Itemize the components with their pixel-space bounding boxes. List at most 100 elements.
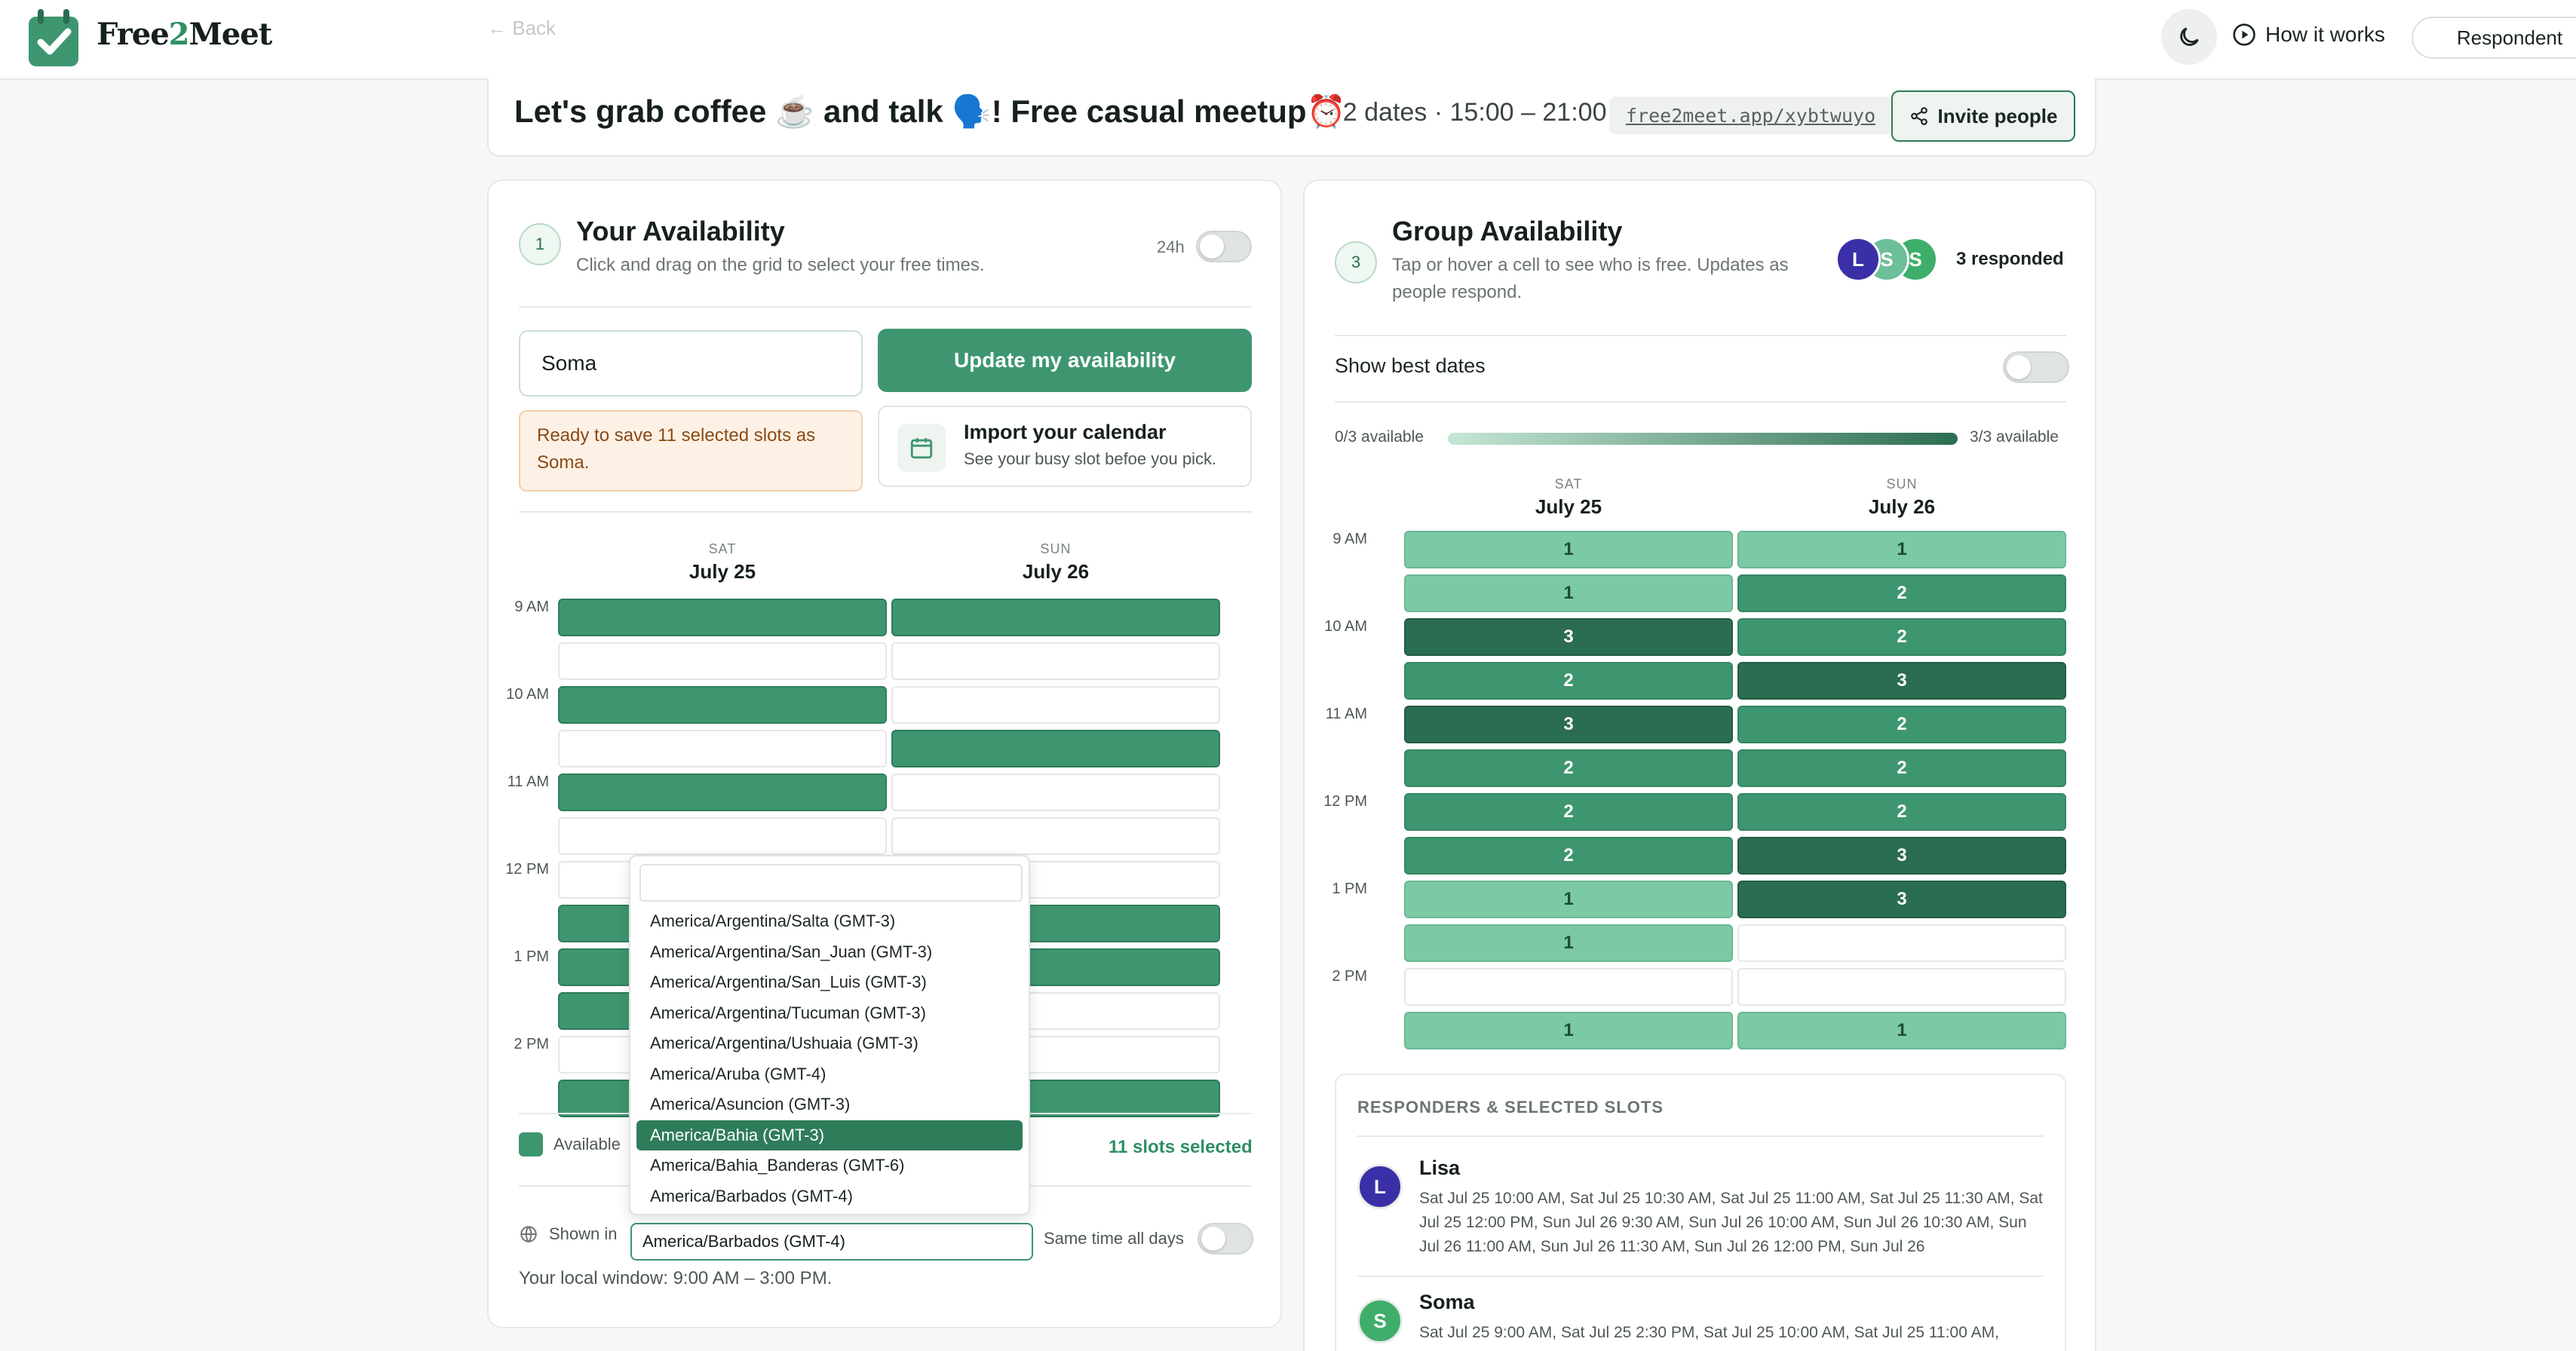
24h-toggle-label: 24h — [1157, 237, 1185, 256]
group-availability-cell[interactable]: 1 — [1404, 574, 1733, 612]
time-slot-cell[interactable] — [891, 599, 1220, 636]
group-availability-cell[interactable]: 2 — [1737, 749, 2066, 787]
brand-name-prefix: Free — [97, 17, 170, 52]
responder-avatar: L — [1357, 1164, 1403, 1209]
group-availability-card: 3 Group Availability Tap or hover a cell… — [1303, 179, 2096, 1351]
day-header-0: SAT July 25 — [558, 541, 887, 584]
event-share-link[interactable]: free2meet.app/xybtwuyo — [1609, 96, 1893, 134]
responder-name: Lisa — [1419, 1156, 1461, 1179]
time-slot-cell[interactable] — [891, 730, 1220, 767]
timezone-option[interactable]: America/Argentina/San_Luis (GMT-3) — [650, 973, 927, 992]
timezone-select[interactable]: America/Barbados (GMT-4) — [630, 1223, 1033, 1261]
event-title: Let's grab coffee ☕️ and talk 🗣️! Free c… — [514, 93, 1346, 129]
group-availability-cell[interactable]: 2 — [1737, 618, 2066, 656]
how-it-works-label: How it works — [2265, 23, 2385, 46]
event-header: Let's grab coffee ☕️ and talk 🗣️! Free c… — [487, 78, 2096, 157]
time-slot-cell[interactable] — [558, 730, 887, 767]
time-slot-cell[interactable] — [891, 686, 1220, 724]
group-availability-cell[interactable]: 1 — [1737, 531, 2066, 568]
timezone-dropdown: America/Argentina/Salta (GMT-3) America/A… — [629, 855, 1030, 1215]
group-availability-cell[interactable]: 2 — [1404, 837, 1733, 875]
import-calendar-button[interactable]: Import your calendar See your busy slot … — [878, 406, 1252, 487]
save-status-message: Ready to save 11 selected slots as Soma. — [519, 410, 863, 492]
timezone-option[interactable]: America/Bahia (GMT-3) — [636, 1120, 1023, 1150]
update-availability-button[interactable]: Update my availability — [878, 329, 1252, 392]
group-availability-cell[interactable]: 1 — [1404, 1012, 1733, 1049]
group-availability-cell[interactable]: 1 — [1404, 881, 1733, 918]
slots-selected-count: 11 slots selected — [1109, 1137, 1253, 1157]
group-availability-cell[interactable]: 2 — [1404, 793, 1733, 831]
responder-avatar: S — [1357, 1298, 1403, 1343]
time-label: 12 PM — [505, 861, 549, 878]
time-slot-cell[interactable] — [558, 686, 887, 724]
group-availability-cell[interactable]: 3 — [1404, 706, 1733, 743]
time-slot-cell[interactable] — [558, 599, 887, 636]
group-availability-cell[interactable]: 1 — [1404, 531, 1733, 568]
brand-name[interactable]: Free2Meet — [97, 17, 273, 52]
time-slot-cell[interactable] — [891, 817, 1220, 855]
group-availability-cell[interactable] — [1404, 968, 1733, 1006]
respondent-button[interactable]: Respondent — [2412, 17, 2576, 59]
availability-scale-bar — [1448, 433, 1958, 445]
group-availability-cell[interactable]: 3 — [1737, 662, 2066, 700]
group-availability-cell[interactable]: 2 — [1737, 706, 2066, 743]
calendar-icon — [897, 424, 946, 472]
import-calendar-subtitle: See your busy slot befoe you pick. — [964, 449, 1217, 468]
how-it-works-link[interactable]: How it works — [2232, 23, 2385, 47]
timezone-option[interactable]: America/Argentina/Salta (GMT-3) — [650, 911, 896, 931]
dark-mode-toggle-button[interactable] — [2161, 9, 2217, 65]
24h-toggle[interactable] — [1196, 231, 1252, 262]
responder-selected-slots: Sat Jul 25 10:00 AM, Sat Jul 25 10:30 AM… — [1419, 1190, 2043, 1255]
group-availability-cell[interactable]: 2 — [1404, 749, 1733, 787]
name-input[interactable]: Soma — [519, 330, 863, 397]
responder-selected-slots: Sat Jul 25 9:00 AM, Sat Jul 25 2:30 PM, … — [1419, 1324, 1999, 1341]
timezone-option[interactable]: America/Argentina/San_Juan (GMT-3) — [650, 942, 933, 961]
group-availability-cell[interactable] — [1737, 968, 2066, 1006]
timezone-options-list: America/Argentina/Salta (GMT-3) America/A… — [636, 906, 1023, 1212]
time-label: 2 PM — [514, 1036, 549, 1052]
timezone-option[interactable]: America/Asuncion (GMT-3) — [650, 1095, 851, 1114]
time-label: 9 AM — [514, 599, 549, 615]
timezone-option[interactable]: America/Aruba (GMT-4) — [650, 1064, 826, 1083]
timezone-option[interactable]: America/Argentina/Tucuman (GMT-3) — [650, 1003, 926, 1022]
day-of-week: SUN — [1040, 541, 1072, 556]
your-availability-subtitle: Click and drag on the grid to select you… — [576, 255, 985, 275]
timezone-option[interactable]: America/Barbados (GMT-4) — [650, 1186, 853, 1205]
invite-people-button[interactable]: Invite people — [1891, 90, 2075, 142]
group-availability-cell[interactable]: 3 — [1737, 881, 2066, 918]
local-window-text: Your local window: 9:00 AM – 3:00 PM. — [519, 1268, 833, 1288]
invite-people-label: Invite people — [1937, 104, 2058, 127]
time-slot-cell[interactable] — [891, 642, 1220, 680]
group-availability-cell[interactable]: 3 — [1404, 618, 1733, 656]
time-label: 11 AM — [507, 774, 549, 790]
day-of-week: SUN — [1886, 476, 1918, 492]
group-availability-cell[interactable]: 2 — [1737, 793, 2066, 831]
time-slot-cell[interactable] — [558, 774, 887, 811]
back-link[interactable]: ← Back — [487, 17, 557, 39]
brand-name-suffix: Meet — [189, 17, 273, 52]
same-time-all-days-toggle[interactable] — [1198, 1223, 1253, 1254]
group-availability-cell[interactable]: 2 — [1737, 574, 2066, 612]
group-availability-cell[interactable] — [1737, 924, 2066, 962]
timezone-option[interactable]: America/Bahia_Banderas (GMT-6) — [650, 1156, 905, 1175]
group-availability-cell[interactable]: 2 — [1404, 662, 1733, 700]
responded-count: 3 responded — [1956, 249, 2064, 269]
responder-avatar[interactable]: L — [1835, 237, 1881, 282]
timezone-option[interactable]: America/Argentina/Ushuaia (GMT-3) — [650, 1034, 918, 1053]
step-number-badge: 1 — [519, 223, 561, 265]
timezone-search-input[interactable] — [639, 864, 1023, 902]
globe-icon — [520, 1226, 537, 1243]
time-slot-cell[interactable] — [558, 817, 887, 855]
time-label: 12 PM — [1323, 793, 1367, 810]
free2meet-logo-icon[interactable] — [27, 6, 80, 68]
group-availability-cell[interactable]: 1 — [1737, 1012, 2066, 1049]
group-availability-cell[interactable]: 1 — [1404, 924, 1733, 962]
group-availability-cell[interactable]: 3 — [1737, 837, 2066, 875]
responders-panel: RESPONDERS & SELECTED SLOTS L Lisa Sat Jul… — [1335, 1074, 2066, 1351]
play-circle-icon — [2233, 23, 2256, 46]
time-slot-cell[interactable] — [891, 774, 1220, 811]
show-best-dates-toggle[interactable] — [2003, 351, 2069, 383]
time-slot-cell[interactable] — [558, 642, 887, 680]
event-meta: · 2 dates · 15:00 – 21:00 — [1327, 98, 1607, 127]
